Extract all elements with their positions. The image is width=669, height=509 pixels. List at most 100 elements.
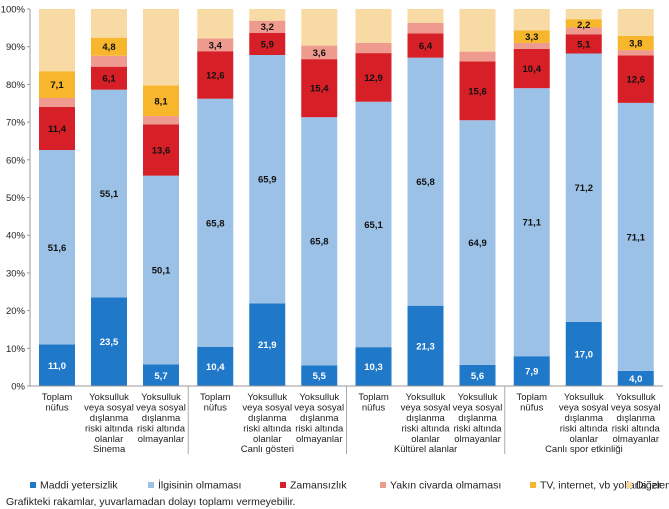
data-label: 3,4	[209, 40, 223, 51]
legend: Maddi yetersizlik İlgisinin olmaması Zaman…	[30, 479, 669, 492]
data-label: 3,8	[629, 38, 642, 49]
data-label: 71,1	[627, 232, 646, 243]
y-axis: 0% 10% 20% 30% 40% 50% 60% 70% 80% 90% 100%	[1, 5, 31, 393]
bar-segment	[355, 347, 392, 386]
bar-segment	[39, 97, 75, 108]
legend-label: Yakın civarda olmaması	[390, 480, 501, 492]
bar-segment	[143, 116, 179, 125]
data-label: 50,1	[152, 266, 171, 277]
bar-segment	[407, 33, 444, 58]
data-label: 71,1	[523, 218, 542, 229]
bar-segment	[91, 66, 127, 90]
data-label: 3,2	[261, 22, 274, 33]
bar-segment	[301, 59, 338, 118]
bar-segment	[513, 9, 550, 31]
data-label: 4,0	[629, 374, 642, 385]
bar-segment	[407, 305, 444, 386]
bar-segment	[459, 51, 496, 62]
bar-segment	[513, 88, 550, 357]
bar-segment	[197, 98, 234, 347]
bar-segment	[249, 20, 286, 33]
legend-swatch	[280, 482, 286, 488]
legend-label: Diğer	[636, 480, 662, 492]
bar-segment	[249, 9, 286, 21]
data-label: 12,9	[364, 73, 383, 84]
bar-segment	[301, 365, 338, 386]
bar-segment	[91, 55, 127, 67]
bar-segment	[91, 297, 127, 386]
data-label: 5,9	[261, 39, 274, 50]
bar-segment	[143, 9, 179, 86]
bar-segment	[617, 55, 654, 103]
bar-segment	[459, 364, 496, 386]
y-tick-label: 100%	[1, 5, 26, 16]
legend-label: İlgisinin olmaması	[158, 479, 241, 492]
x-category-label: Yoksulluk veya sosyal dışlanma riski altınd…	[559, 392, 609, 445]
bar-segment	[91, 37, 127, 56]
y-tick-label: 10%	[6, 344, 26, 355]
bar-segment	[355, 42, 392, 54]
data-label: 5,1	[577, 39, 591, 50]
data-label: 65,8	[310, 237, 329, 248]
bar-segment	[459, 9, 496, 52]
y-tick-label: 30%	[6, 268, 26, 279]
bar-segment	[407, 22, 444, 34]
bar-segment	[513, 30, 550, 43]
legend-swatch	[530, 482, 536, 488]
data-label: 8,1	[154, 96, 168, 107]
x-axis: Toplam nüfus Yoksulluk veya sosyal dışlanma r…	[30, 385, 663, 455]
data-label: 3,6	[313, 48, 326, 59]
data-label: 3,3	[525, 32, 538, 43]
x-category-label: Toplam nüfus	[42, 392, 73, 414]
bar-segment	[565, 27, 602, 35]
bar-segment	[91, 9, 127, 38]
data-label: 11,0	[48, 361, 66, 372]
bar-segment	[407, 57, 444, 306]
bar-segment	[249, 54, 286, 304]
data-label: 5,7	[154, 371, 167, 382]
data-label: 65,9	[258, 175, 277, 186]
x-category-label: Toplam nüfus	[358, 392, 389, 414]
bar-segment	[301, 117, 338, 366]
data-label: 65,1	[364, 220, 383, 231]
group-label: Sinema	[93, 444, 126, 455]
data-label: 71,2	[575, 183, 594, 194]
y-tick-label: 40%	[6, 231, 26, 242]
y-tick-label: 80%	[6, 80, 26, 91]
bar-segment	[143, 364, 179, 386]
data-label: 23,5	[100, 337, 119, 348]
legend-swatch	[30, 482, 36, 488]
bar-segment	[565, 19, 602, 28]
bar-segment	[197, 346, 234, 386]
data-label: 55,1	[100, 189, 119, 200]
legend-swatch	[148, 482, 154, 488]
bars-layer: 11,051,611,42,47,123,555,16,12,94,85,750…	[39, 9, 654, 386]
bar-segment	[617, 370, 654, 386]
x-category-label: Yoksulluk veya sosyal dışlanma riski altınd…	[294, 392, 344, 445]
bar-segment	[143, 85, 179, 117]
data-label: 17,0	[575, 349, 594, 360]
data-label: 7,1	[50, 80, 64, 91]
x-category-label: Toplam nüfus	[200, 392, 231, 414]
x-category-label: Yoksulluk veya sosyal dışlanma riski altınd…	[453, 392, 503, 445]
bar-segment	[39, 344, 75, 386]
y-tick-label: 90%	[6, 42, 26, 53]
bar-segment	[355, 9, 392, 43]
group-label: Canlı spor etkinliği	[545, 444, 623, 455]
data-label: 6,1	[102, 74, 116, 85]
x-category-label: Yoksulluk veya sosyal dışlanma riski altınd…	[84, 392, 134, 445]
data-label: 51,6	[48, 243, 67, 254]
bar-segment	[301, 45, 338, 60]
bar-segment	[249, 32, 286, 55]
y-tick-label: 50%	[6, 193, 26, 204]
bar-segment	[617, 102, 654, 371]
bar-segment	[459, 120, 496, 365]
bar-segment	[39, 149, 75, 345]
bar-segment	[407, 9, 444, 23]
group-label: Canlı gösteri	[241, 444, 294, 455]
x-category-label: Yoksulluk veya sosyal dışlanma riski altınd…	[401, 392, 451, 445]
y-tick-label: 70%	[6, 118, 26, 129]
bar-segment	[143, 124, 179, 176]
data-label: 7,9	[525, 367, 538, 378]
